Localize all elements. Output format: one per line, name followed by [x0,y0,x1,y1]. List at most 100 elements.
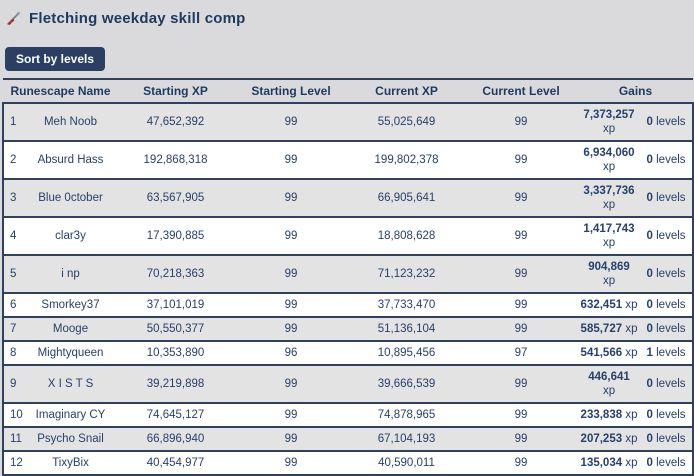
current-level-cell: 99 [464,403,579,428]
gains-levels-value: 0 [646,378,653,390]
page-title: Fletching weekday skill comp [29,10,246,27]
gains-levels-cell: 0 levels [640,255,694,294]
gains-levels-cell: 0 levels [640,103,694,142]
gains-xp-unit: xp [625,457,638,469]
player-name[interactable]: TixyBix [23,451,119,476]
gains-levels-value: 1 [646,347,653,359]
gains-xp-cell: 1,417,743 xp [578,217,641,256]
gains-levels-unit: levels [656,323,686,335]
table-row: 1 Meh Noob 47,652,392 99 55,025,649 99 7… [2,103,694,142]
gains-levels-value: 0 [646,409,653,421]
current-level-cell: 99 [464,293,579,318]
current-xp-cell: 66,905,641 [349,179,465,218]
gains-xp-unit: xp [602,161,616,173]
gains-xp-value: 632,451 [580,299,623,311]
table-row: 10 Imaginary CY 74,645,127 99 74,878,965… [2,403,694,428]
current-level-cell: 97 [464,341,579,366]
player-name[interactable]: X I S T S [23,365,119,404]
starting-level-cell: 99 [233,365,350,404]
table-row: 12 TixyBix 40,454,977 99 40,590,011 99 1… [2,451,694,476]
column-header-name: Runescape Name [3,78,119,104]
gains-xp-value: 585,727 [580,323,623,335]
current-level-cell: 99 [464,451,579,476]
gains-xp-value: 6,934,060 [583,147,635,159]
starting-level-cell: 99 [233,103,350,142]
player-name[interactable]: Imaginary CY [23,403,119,428]
gains-xp-cell: 585,727 xp [578,317,641,342]
player-name[interactable]: Smorkey37 [23,293,119,318]
player-name[interactable]: i np [23,255,119,294]
table-row: 8 Mightyqueen 10,353,890 96 10,895,456 9… [2,341,694,366]
starting-xp-cell: 10,353,890 [118,341,234,366]
gains-levels-unit: levels [656,268,686,280]
current-level-cell: 99 [464,217,579,256]
gains-levels-value: 0 [646,116,653,128]
gains-levels-cell: 1 levels [640,341,694,366]
starting-level-cell: 99 [233,317,350,342]
page-header: Fletching weekday skill comp [0,0,694,27]
sort-by-levels-button[interactable]: Sort by levels [5,47,106,71]
gains-levels-value: 0 [646,323,653,335]
gains-levels-unit: levels [656,299,686,311]
starting-level-cell: 96 [233,341,350,366]
player-name[interactable]: clar3y [23,217,119,256]
current-level-cell: 99 [464,427,579,452]
gains-levels-unit: levels [656,154,686,166]
gains-xp-cell: 207,253 xp [578,427,641,452]
starting-xp-cell: 192,868,318 [118,141,234,180]
starting-xp-cell: 74,645,127 [118,403,234,428]
gains-xp-unit: xp [625,323,638,335]
player-name[interactable]: Mightyqueen [23,341,119,366]
gains-xp-unit: xp [625,409,638,421]
player-name[interactable]: Absurd Hass [23,141,119,180]
starting-xp-cell: 17,390,885 [118,217,234,256]
column-header-gains: Gains [578,78,694,104]
gains-xp-value: 135,034 [580,457,623,469]
starting-xp-cell: 47,652,392 [118,103,234,142]
row-rank: 5 [2,255,23,294]
player-name[interactable]: Mooge [23,317,119,342]
current-xp-cell: 10,895,456 [349,341,465,366]
starting-xp-cell: 63,567,905 [118,179,234,218]
current-level-cell: 99 [464,179,579,218]
gains-xp-cell: 904,869 xp [578,255,641,294]
gains-xp-value: 904,869 [588,261,630,273]
gains-xp-unit: xp [602,385,616,397]
current-level-cell: 99 [464,255,579,294]
gains-levels-unit: levels [656,230,686,242]
starting-xp-cell: 70,218,363 [118,255,234,294]
table-row: 2 Absurd Hass 192,868,318 99 199,802,378… [2,141,694,180]
current-xp-cell: 51,136,104 [349,317,465,342]
table-row: 5 i np 70,218,363 99 71,123,232 99 904,8… [2,255,694,294]
gains-xp-unit: xp [625,347,638,359]
player-name[interactable]: Psycho Snail [23,427,119,452]
gains-xp-unit: xp [602,275,616,287]
current-xp-cell: 74,878,965 [349,403,465,428]
starting-xp-cell: 50,550,377 [118,317,234,342]
starting-xp-cell: 39,219,898 [118,365,234,404]
gains-xp-cell: 3,337,736 xp [578,179,641,218]
table-row: 9 X I S T S 39,219,898 99 39,666,539 99 … [2,365,694,404]
gains-xp-unit: xp [602,199,616,211]
player-name[interactable]: Blue 0ctober [23,179,119,218]
row-rank: 12 [2,451,23,476]
gains-levels-value: 0 [646,192,653,204]
gains-levels-cell: 0 levels [640,403,694,428]
row-rank: 10 [2,403,23,428]
row-rank: 9 [2,365,23,404]
gains-levels-unit: levels [656,116,686,128]
gains-levels-unit: levels [656,378,686,390]
gains-xp-value: 3,337,736 [583,185,635,197]
current-xp-cell: 199,802,378 [349,141,465,180]
gains-levels-value: 0 [646,433,653,445]
current-level-cell: 99 [464,365,579,404]
competition-table: Runescape Name Starting XP Starting Leve… [2,78,694,476]
gains-levels-unit: levels [656,457,686,469]
gains-levels-unit: levels [656,433,686,445]
gains-levels-value: 0 [646,268,653,280]
column-header-starting-level: Starting Level [233,78,350,104]
gains-xp-value: 1,417,743 [583,223,635,235]
player-name[interactable]: Meh Noob [23,103,119,142]
table-row: 4 clar3y 17,390,885 99 18,808,628 99 1,4… [2,217,694,256]
gains-xp-unit: xp [625,433,638,445]
